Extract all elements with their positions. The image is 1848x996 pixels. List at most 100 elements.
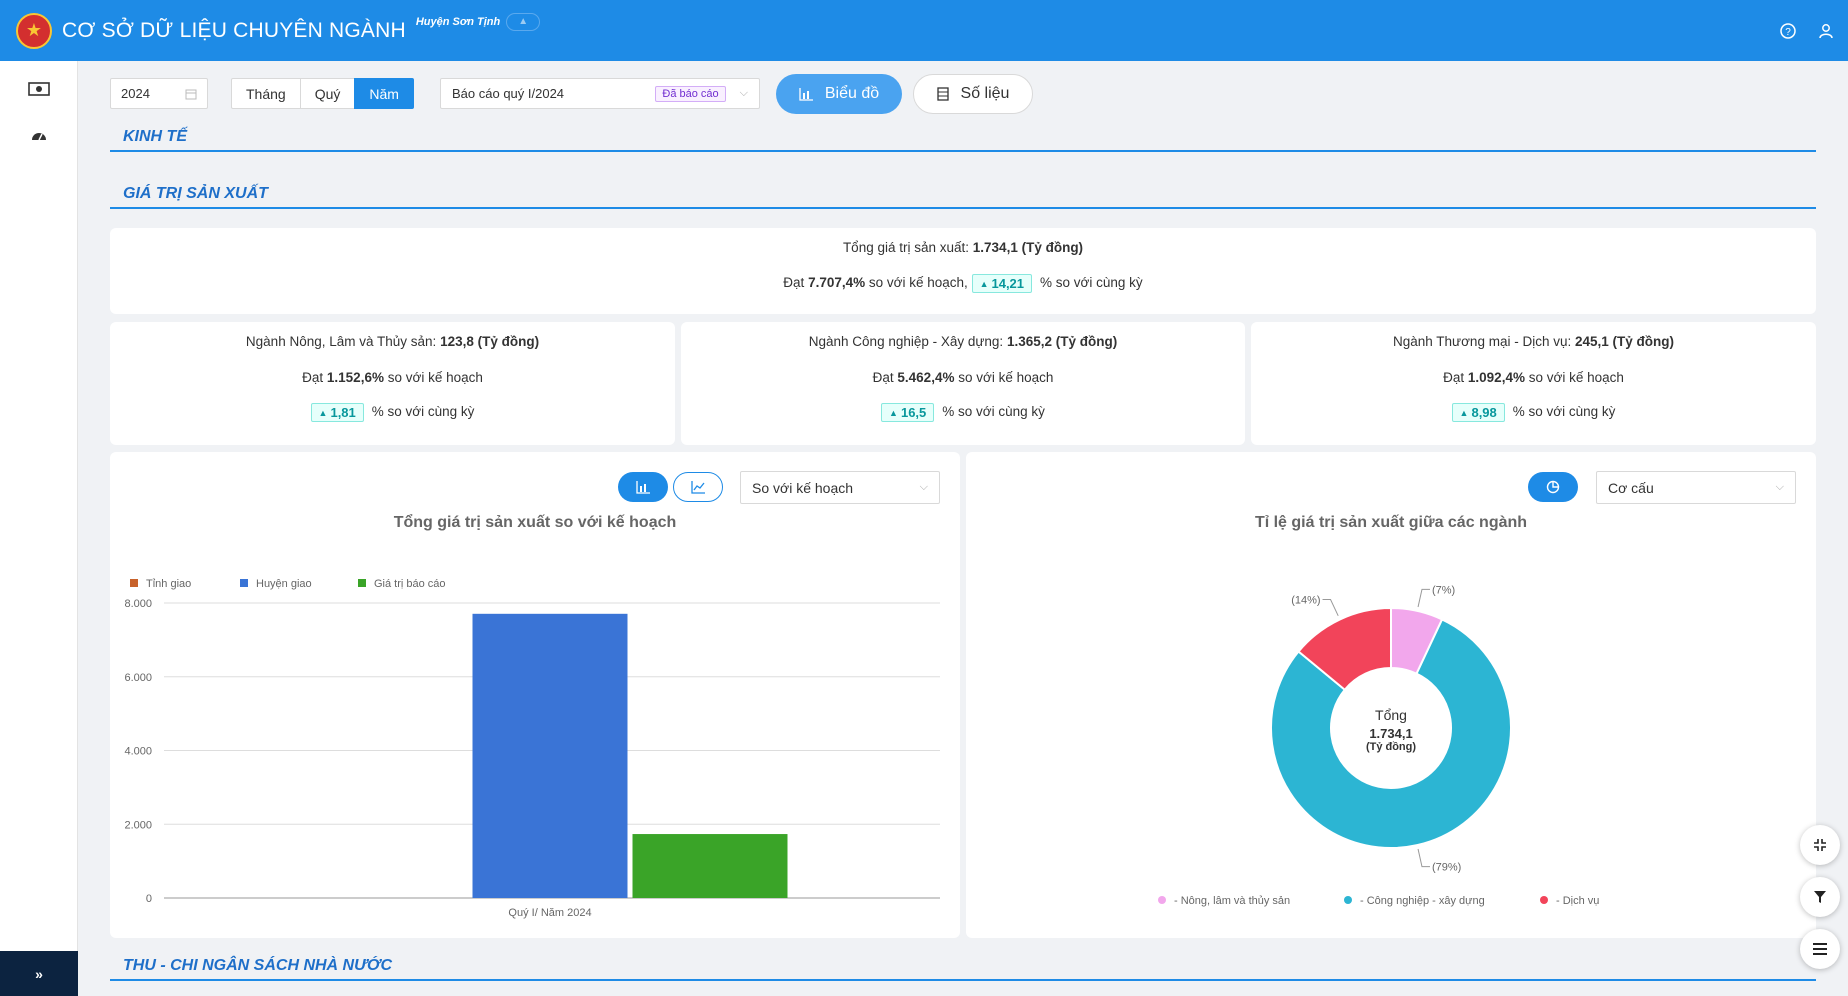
bar-chart-panel: So với kế hoạch ⌵ Tổng giá trị sản xuất … (110, 452, 960, 938)
sector-card-services: Ngành Thương mại - Dịch vụ: 245,1 (Tỷ đồ… (1251, 322, 1816, 445)
filter-icon[interactable] (1800, 877, 1840, 917)
comparison-select[interactable]: So với kế hoạch ⌵ (740, 471, 940, 504)
slice-leader-line (1417, 588, 1430, 608)
slice-label: (14%) (1291, 595, 1320, 607)
legend-label: Huyện giao (256, 578, 312, 590)
legend-label: Giá trị báo cáo (374, 578, 446, 590)
yoy-badge: ▲ 14,21 (971, 274, 1033, 293)
legend-dot (1344, 896, 1352, 904)
total-line: Tổng giá trị sản xuất: 1.734,1 (Tỷ đồng) (110, 240, 1816, 255)
sector-plan-value: 1.092,4% (1467, 370, 1525, 385)
slice-label: (79%) (1432, 862, 1461, 874)
sidebar: » (0, 61, 78, 996)
yoy-suffix: % so với cùng kỳ (1040, 275, 1143, 291)
tab-month[interactable]: Tháng (231, 78, 301, 109)
report-status-badge: Đã báo cáo (655, 85, 726, 102)
pie-chart-title: Tỉ lệ giá trị sản xuất giữa các ngành (1254, 514, 1528, 531)
sector-card-agriculture: Ngành Nông, Lâm và Thủy sản: 123,8 (Tỷ đ… (110, 322, 675, 445)
sector-yoy-value: 1,81 (330, 405, 356, 420)
sector-plan-line: Đạt 5.462,4% so với kế hoạch (681, 370, 1245, 385)
user-icon[interactable] (1816, 21, 1836, 41)
menu-icon[interactable] (1800, 929, 1840, 969)
line-chart-toggle[interactable] (673, 472, 723, 502)
money-icon[interactable] (27, 79, 51, 99)
emblem-logo: ★ (16, 12, 52, 49)
legend-dot (1540, 896, 1548, 904)
year-picker[interactable]: 2024 (110, 78, 208, 109)
legend-label: - Dịch vụ (1556, 895, 1599, 907)
yoy-value: 14,21 (991, 276, 1025, 291)
table-icon (936, 87, 949, 101)
dashboard-icon[interactable] (27, 125, 51, 145)
caret-up-icon: ▲ (1459, 407, 1469, 418)
svg-text:?: ? (1785, 27, 1791, 38)
data-view-button[interactable]: Số liệu (913, 74, 1033, 114)
sector-title-line: Ngành Công nghiệp - Xây dựng: 1.365,2 (T… (681, 334, 1245, 349)
slice-leader-line (1322, 599, 1339, 617)
chevron-down-icon: ⌵ (1775, 481, 1784, 493)
sector-yoy-line: ▲ 8,98 % so với cùng kỳ (1251, 403, 1816, 422)
sector-yoy-line: ▲ 16,5 % so với cùng kỳ (681, 403, 1245, 422)
caret-up-icon: ▲ (889, 407, 898, 418)
chevron-down-icon: ⌵ (919, 481, 928, 493)
y-tick-label: 2.000 (124, 819, 152, 831)
report-select[interactable]: Báo cáo quý I/2024 Đã báo cáo ⌵ (440, 78, 760, 109)
section-budget-title: THU - CHI NGÂN SÁCH NHÀ NƯỚC (110, 953, 1816, 981)
sector-plan-line: Đạt 1.152,6% so với kế hoạch (110, 370, 675, 385)
tab-quarter[interactable]: Quý (299, 78, 356, 109)
subtitle-badge[interactable]: ▲ (506, 12, 541, 31)
data-view-label: Số liệu (960, 85, 1010, 102)
chart-view-button[interactable]: Biểu đồ (776, 74, 902, 114)
app-header: ★ CƠ SỞ DỮ LIỆU CHUYÊN NGÀNH Huyện Sơn T… (0, 0, 1848, 61)
y-tick-label: 0 (146, 893, 152, 905)
y-tick-label: 6.000 (124, 672, 152, 684)
sector-yoy-suffix: % so với cùng kỳ (371, 404, 475, 420)
question-circle-icon[interactable]: ? (1778, 21, 1798, 41)
bar-chart-title: Tổng giá trị sản xuất so với kế hoạch (393, 514, 677, 531)
bar-chart-icon (636, 480, 650, 494)
sector-plan-value: 5.462,4% (897, 370, 955, 385)
center-label: Tổng (1375, 707, 1407, 723)
y-tick-label: 8.000 (124, 598, 152, 610)
legend-label: - Nông, lâm và thủy sản (1174, 895, 1290, 907)
plan-value: 7.707,4% (808, 275, 866, 291)
sector-plan-line: Đạt 1.092,4% so với kế hoạch (1251, 370, 1816, 385)
center-value: 1.734,1 (1369, 726, 1412, 741)
slice-label: (7%) (1432, 584, 1455, 596)
section-production-title: GIÁ TRỊ SẢN XUẤT (110, 181, 1816, 209)
sector-label: Ngành Công nghiệp - Xây dựng: (808, 334, 1004, 349)
sector-plan-prefix: Đạt (1443, 370, 1465, 385)
pie-chart: (7%) (79%) (14%) Tổng 1.734,1(Tỷ đồng) - Nông… (1158, 584, 1599, 907)
chevron-down-icon: ⌵ (739, 87, 748, 99)
sector-yoy-suffix: % so với cùng kỳ (1512, 404, 1616, 420)
tab-year[interactable]: Năm (354, 78, 414, 109)
total-value: 1.734,1 (Tỷ đồng) (972, 240, 1084, 255)
bar-chart-toggle[interactable] (618, 472, 668, 502)
sector-yoy-value: 8,98 (1471, 405, 1497, 420)
y-tick-label: 4.000 (124, 746, 152, 758)
sector-plan-suffix: so với kế hoạch (958, 370, 1054, 385)
caret-up-icon: ▲ (979, 278, 989, 289)
slice-leader-line (1417, 848, 1430, 868)
legend-swatch (130, 579, 138, 587)
bar-chart: Tỉnh giao Huyện giao Giá trị báo cáo 0 2.000… (124, 578, 940, 919)
plan-suffix: so với kế hoạch, (868, 275, 968, 291)
sector-yoy-value: 16,5 (900, 405, 927, 420)
line-chart-icon (690, 480, 705, 494)
sidebar-expand-button[interactable]: » (0, 951, 78, 996)
calendar-icon (185, 89, 197, 99)
sector-value: 1.365,2 (Tỷ đồng) (1006, 334, 1118, 349)
sector-title-line: Ngành Nông, Lâm và Thủy sản: 123,8 (Tỷ đ… (110, 334, 675, 349)
structure-select[interactable]: Cơ cấu ⌵ (1596, 471, 1796, 504)
year-value: 2024 (121, 86, 150, 101)
bar-2 (472, 613, 628, 898)
section-economy-title: KINH TẾ (110, 124, 1816, 152)
report-value: Báo cáo quý I/2024 (452, 86, 565, 101)
legend-swatch (358, 579, 366, 587)
pie-slice-3 (1297, 606, 1392, 692)
sector-yoy-badge: ▲ 1,81 (310, 403, 364, 422)
compress-icon[interactable] (1800, 825, 1840, 865)
pie-chart-toggle[interactable] (1528, 472, 1578, 502)
x-tick-label: Quý I/ Năm 2024 (508, 907, 591, 919)
sector-yoy-line: ▲ 1,81 % so với cùng kỳ (110, 403, 675, 422)
